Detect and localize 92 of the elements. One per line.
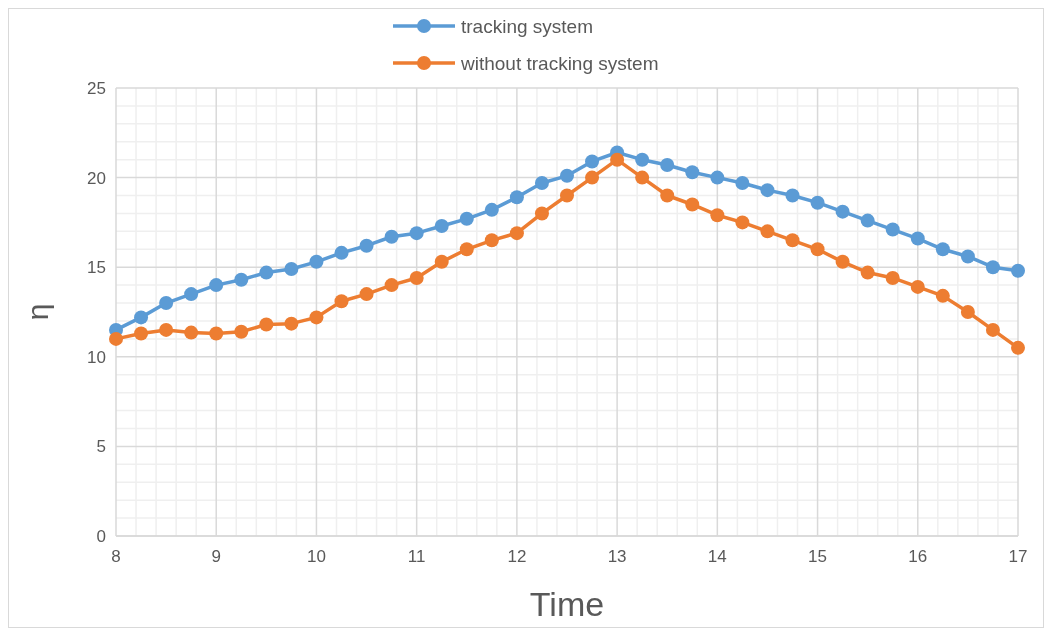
point bbox=[985, 322, 1000, 337]
x-tick-label: 17 bbox=[1008, 547, 1028, 566]
x-tick-label: 8 bbox=[111, 547, 121, 566]
y-tick-label: 25 bbox=[87, 78, 106, 98]
point bbox=[810, 242, 825, 257]
point bbox=[960, 249, 975, 264]
x-tick-label: 15 bbox=[808, 547, 828, 566]
point bbox=[459, 242, 474, 257]
point bbox=[960, 305, 975, 319]
point bbox=[685, 165, 700, 180]
point bbox=[284, 261, 299, 276]
point bbox=[760, 224, 775, 239]
point bbox=[534, 206, 549, 221]
y-tick-label: 5 bbox=[96, 437, 106, 457]
point bbox=[785, 233, 800, 248]
point bbox=[910, 279, 925, 294]
point bbox=[159, 296, 174, 311]
point bbox=[935, 288, 950, 303]
point bbox=[835, 204, 850, 219]
x-tick-label: 10 bbox=[306, 547, 326, 566]
point bbox=[660, 158, 675, 173]
point bbox=[184, 287, 199, 302]
x-tick-label: 9 bbox=[211, 547, 221, 566]
point bbox=[384, 278, 399, 293]
point bbox=[259, 317, 274, 332]
x-tick-label: 11 bbox=[407, 547, 426, 566]
point bbox=[284, 316, 299, 331]
point bbox=[134, 310, 149, 325]
y-tick-label: 10 bbox=[87, 347, 106, 367]
x-tick-label: 13 bbox=[607, 547, 627, 566]
point bbox=[509, 190, 524, 205]
point bbox=[334, 294, 349, 309]
point bbox=[209, 278, 224, 293]
point bbox=[1011, 340, 1025, 355]
point bbox=[384, 229, 399, 244]
point bbox=[184, 325, 199, 340]
point bbox=[610, 152, 625, 167]
point bbox=[585, 154, 600, 169]
point bbox=[635, 152, 650, 167]
y-tick-label: 0 bbox=[96, 526, 106, 546]
point bbox=[409, 270, 424, 285]
x-tick-label: 16 bbox=[908, 547, 928, 566]
point bbox=[234, 324, 249, 339]
point bbox=[860, 213, 875, 228]
point bbox=[409, 226, 424, 241]
point bbox=[434, 218, 449, 233]
point bbox=[785, 188, 800, 203]
point bbox=[359, 287, 374, 302]
point bbox=[660, 188, 675, 203]
point bbox=[985, 260, 1000, 275]
point bbox=[735, 215, 750, 230]
point bbox=[484, 233, 499, 248]
point bbox=[935, 242, 950, 257]
point bbox=[710, 170, 725, 185]
point bbox=[1011, 263, 1025, 278]
point bbox=[534, 175, 549, 190]
point bbox=[835, 254, 850, 269]
point bbox=[459, 211, 474, 226]
point bbox=[860, 265, 875, 280]
point bbox=[585, 170, 600, 185]
point bbox=[309, 254, 324, 269]
point bbox=[910, 231, 925, 246]
x-tick-label: 12 bbox=[507, 547, 527, 566]
y-tick-label: 20 bbox=[87, 168, 106, 188]
point bbox=[635, 170, 650, 185]
point bbox=[259, 265, 274, 280]
point bbox=[885, 222, 900, 237]
x-axis-title: Time bbox=[529, 585, 605, 623]
point bbox=[560, 168, 574, 183]
point bbox=[735, 175, 750, 190]
point bbox=[359, 238, 374, 253]
point bbox=[209, 326, 224, 341]
point bbox=[810, 195, 825, 210]
y-tick-label: 15 bbox=[87, 258, 106, 278]
x-tick-label: 14 bbox=[707, 547, 727, 566]
point bbox=[334, 245, 349, 260]
legend-label: without tracking system bbox=[460, 52, 659, 74]
point bbox=[234, 272, 249, 287]
point bbox=[710, 208, 725, 223]
legend-label: tracking system bbox=[461, 15, 593, 37]
point bbox=[484, 202, 499, 217]
point bbox=[109, 331, 123, 346]
point bbox=[434, 254, 449, 269]
point bbox=[760, 183, 775, 198]
point bbox=[309, 310, 324, 325]
y-axis-title: η bbox=[21, 303, 54, 321]
point bbox=[885, 270, 900, 285]
point bbox=[560, 188, 574, 203]
point bbox=[509, 226, 524, 241]
point bbox=[134, 326, 149, 341]
point bbox=[685, 197, 700, 212]
point bbox=[159, 322, 174, 337]
